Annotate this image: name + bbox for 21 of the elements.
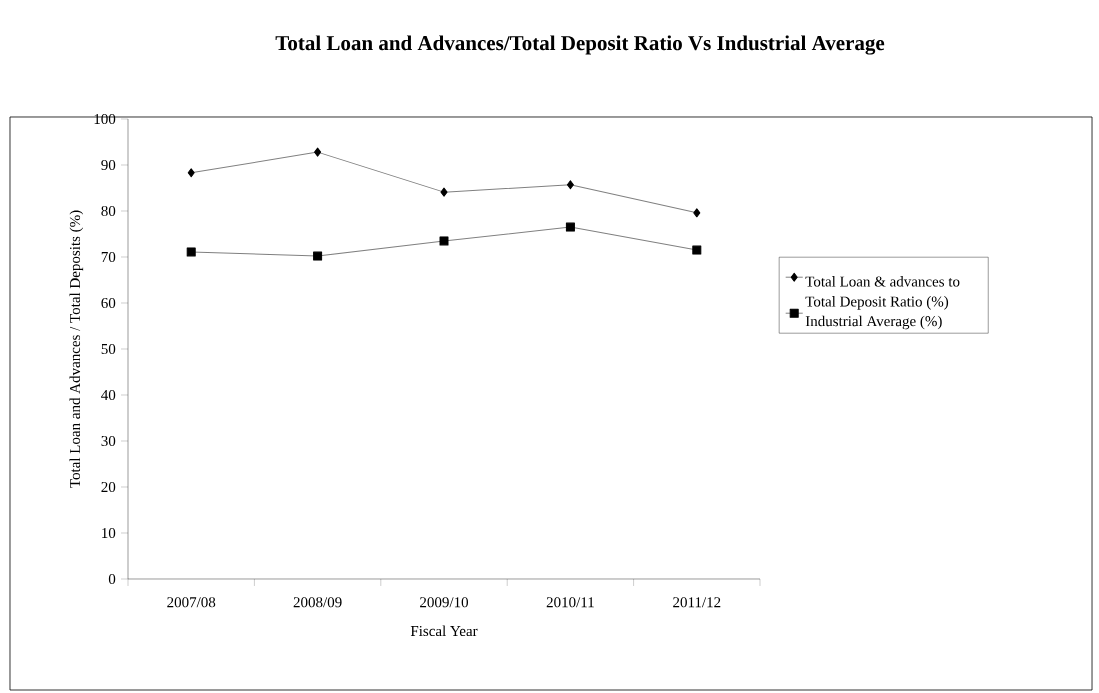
x-tick-label: 2008/09 [293,597,342,608]
y-tick-label: 0 [108,573,116,585]
y-tick-label: 20 [101,481,116,493]
y-tick-label: 80 [101,205,116,217]
y-tick-label: 70 [101,251,116,263]
x-tick-label: 2010/11 [546,597,594,608]
x-axis-title: Fiscal Year [410,625,478,637]
y-tick-label: 50 [101,343,116,355]
y-tick-label: 100 [94,113,116,125]
y-tick-label: 90 [101,159,116,171]
chart-title: Total Loan and Advances/Total Deposit Ratio Vs Industrial Average [275,35,885,55]
y-tick-label: 40 [101,389,116,401]
x-tick-label: 2009/10 [420,597,469,608]
y-tick-label: 10 [102,527,116,539]
x-tick-label: 2007/08 [167,597,216,608]
legend-label: Total Loan & advances to Total Deposit Ratio (%) [805,276,960,310]
y-tick-label: 30 [101,435,116,447]
legend-label: Industrial Average (%) [805,315,942,330]
y-tick-label: 60 [101,297,116,309]
x-tick-label: 2011/12 [673,597,721,608]
y-axis-title: Total Loan and Advances / Total Deposits (%) [69,210,84,488]
